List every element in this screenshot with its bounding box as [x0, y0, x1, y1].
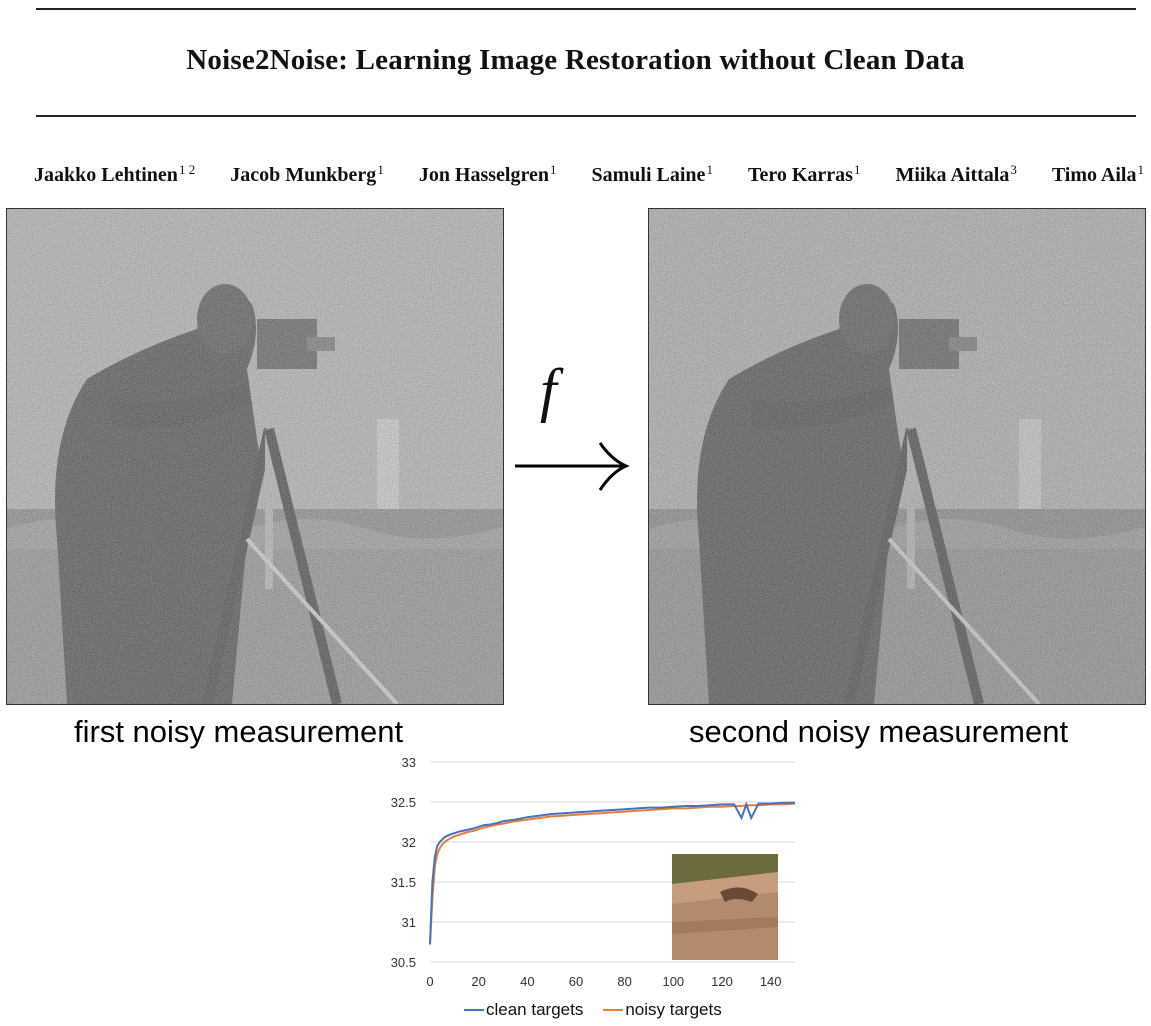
y-tick-label: 32 — [402, 835, 416, 850]
left-caption: first noisy measurement — [74, 714, 404, 749]
series-line-clean-targets — [429, 801, 795, 945]
author: Jon Hasselgren1 — [418, 162, 557, 186]
author: Jacob Munkberg1 — [230, 162, 384, 186]
author: Timo Aila1 — [1051, 162, 1144, 186]
paper-title: Noise2Noise: Learning Image Restoration … — [186, 44, 965, 76]
bottom-rule — [36, 115, 1136, 117]
author: Jaakko Lehtinen1 2 — [34, 162, 196, 186]
x-tick-label: 80 — [617, 974, 631, 989]
author: Miika Aittala3 — [895, 162, 1017, 186]
y-tick-label: 32.5 — [391, 795, 416, 810]
x-tick-label: 40 — [520, 974, 534, 989]
legend-item-noisy: noisy targets — [603, 1000, 722, 1020]
chart-legend: clean targets noisy targets — [464, 1000, 722, 1020]
author: Tero Karras1 — [747, 162, 861, 186]
x-tick-label: 20 — [471, 974, 485, 989]
function-label: f — [540, 357, 557, 423]
y-tick-label: 30.5 — [391, 955, 416, 970]
y-tick-label: 31 — [402, 915, 416, 930]
top-rule — [36, 8, 1136, 10]
x-tick-label: 60 — [569, 974, 583, 989]
author-list: Jaakko Lehtinen1 2 Jacob Munkberg1 Jon H… — [34, 162, 1144, 187]
x-tick-label: 120 — [711, 974, 733, 989]
psnr-line-chart: 30.5 31 31.5 32 32.5 33 0 20 40 60 80 100 120 140 — [391, 755, 796, 989]
legend-item-clean: clean targets — [464, 1000, 583, 1020]
x-tick-label: 100 — [662, 974, 684, 989]
right-caption: second noisy measurement — [689, 714, 1069, 749]
x-tick-label: 140 — [760, 974, 782, 989]
author: Samuli Laine1 — [591, 162, 713, 186]
x-tick-label: 0 — [426, 974, 433, 989]
y-tick-label: 31.5 — [391, 875, 416, 890]
y-tick-label: 33 — [402, 755, 416, 770]
right-arrow-icon — [515, 442, 630, 491]
second-noisy-photo — [648, 208, 1146, 705]
inset-fox-photo — [672, 854, 778, 960]
first-noisy-photo — [6, 208, 504, 705]
